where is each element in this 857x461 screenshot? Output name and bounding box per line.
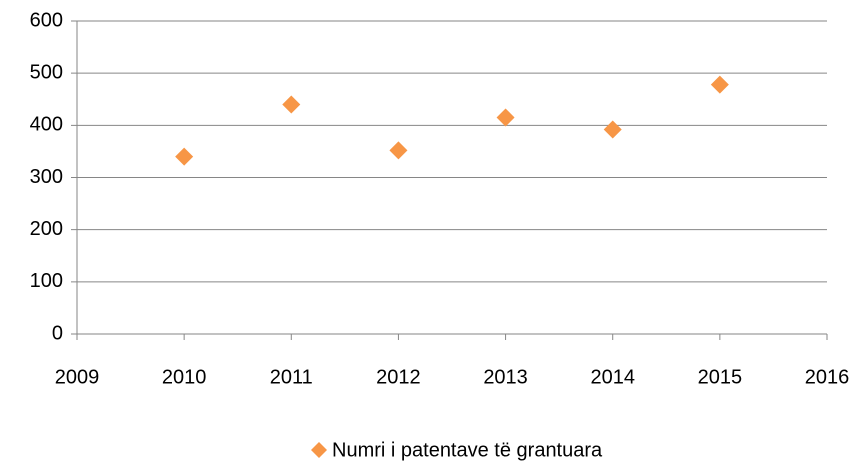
x-tick-label: 2012: [376, 366, 421, 388]
point: [175, 147, 194, 166]
y-tick-label: 0: [52, 322, 63, 344]
point: [389, 141, 408, 160]
legend-label: Numri i patentave të grantuara: [332, 439, 603, 461]
point: [710, 75, 729, 94]
x-tick-label: 2015: [698, 366, 743, 388]
x-tick-label: 2011: [270, 366, 313, 388]
x-tick-label: 2014: [590, 366, 635, 388]
x-tick-label: 2016: [805, 366, 850, 388]
legend-marker: [311, 442, 327, 458]
y-tick-label: 100: [30, 270, 63, 292]
y-tick-label: 300: [30, 166, 63, 188]
y-tick-label: 600: [30, 9, 63, 31]
point: [496, 108, 515, 127]
point: [603, 120, 622, 139]
x-tick-label: 2010: [162, 366, 207, 388]
x-tick-label: 2009: [55, 366, 100, 388]
y-tick-label: 500: [30, 61, 63, 83]
y-tick-label: 200: [30, 218, 63, 240]
y-tick-label: 400: [30, 114, 63, 136]
x-tick-label: 2013: [483, 366, 528, 388]
point: [282, 95, 301, 114]
